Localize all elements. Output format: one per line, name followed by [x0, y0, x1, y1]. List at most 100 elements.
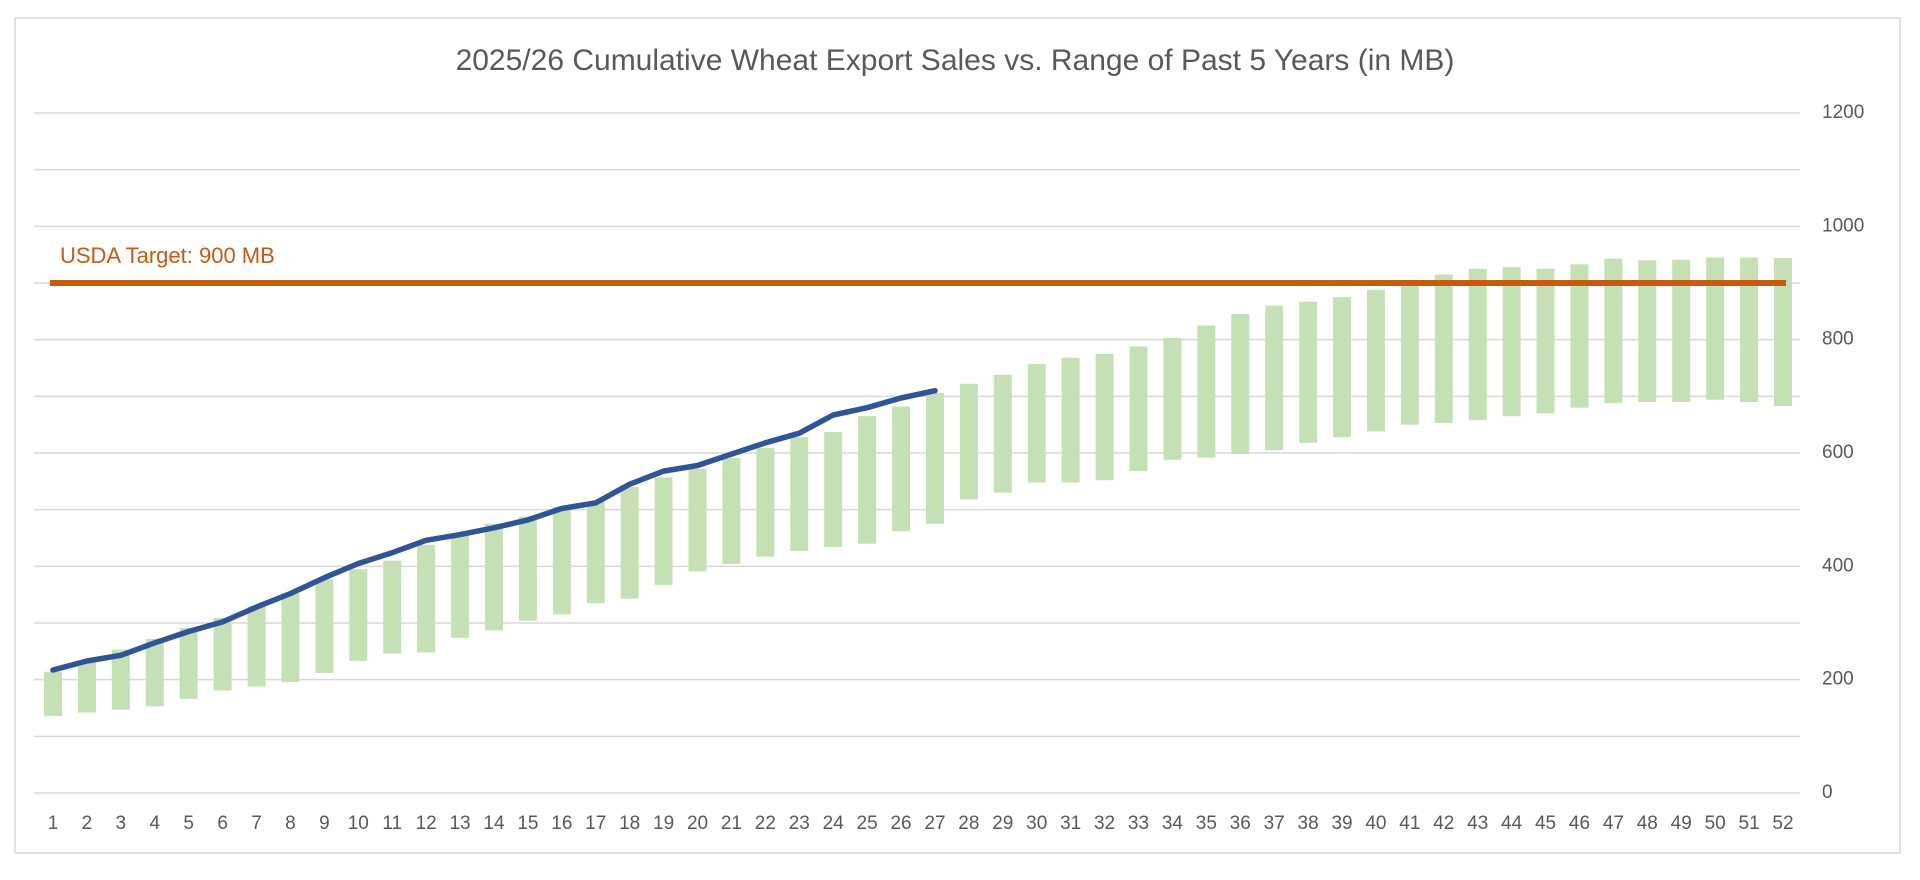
- range-bar: [1231, 314, 1250, 455]
- range-bar: [1502, 267, 1521, 417]
- x-tick-label: 19: [653, 813, 674, 834]
- range-bar: [993, 374, 1012, 493]
- x-tick-label: 5: [183, 813, 194, 834]
- range-bar: [417, 544, 436, 653]
- range-bar: [145, 638, 164, 707]
- range-bar: [1366, 289, 1385, 432]
- range-bar: [1638, 260, 1657, 402]
- chart-title: 2025/26 Cumulative Wheat Export Sales vs…: [456, 44, 1455, 77]
- range-bar: [1061, 357, 1080, 483]
- range-bar: [484, 523, 503, 631]
- x-tick-label: 13: [449, 813, 470, 834]
- x-tick-label: 34: [1162, 813, 1184, 834]
- x-tick-label: 25: [857, 813, 878, 834]
- range-bar: [111, 649, 130, 710]
- current-year-line: [50, 387, 938, 673]
- range-bar: [247, 606, 266, 687]
- x-tick-label: 40: [1365, 813, 1386, 834]
- range-bar: [1570, 264, 1589, 408]
- range-bar: [1129, 346, 1148, 472]
- x-tick-label: 6: [217, 813, 228, 834]
- x-tick-label: 7: [251, 813, 262, 834]
- range-bar: [858, 416, 877, 544]
- range-bar: [179, 628, 198, 699]
- x-tick-label: 16: [551, 813, 572, 834]
- x-tick-label: 8: [285, 813, 296, 834]
- range-bar: [77, 662, 96, 713]
- x-tick-label: 38: [1298, 813, 1319, 834]
- target-label: USDA Target: 900 MB: [60, 243, 275, 268]
- range-bar: [620, 487, 639, 599]
- range-bar: [1434, 274, 1453, 423]
- range-bar: [1536, 268, 1555, 414]
- x-tick-label: 50: [1705, 813, 1726, 834]
- x-tick-label: 22: [755, 813, 776, 834]
- x-tick-label: 20: [687, 813, 708, 834]
- x-tick-label: 41: [1399, 813, 1420, 834]
- x-tick-label: 17: [585, 813, 606, 834]
- range-bar: [213, 617, 232, 691]
- range-bar: [959, 383, 978, 500]
- x-tick-label: 36: [1230, 813, 1251, 834]
- range-bar: [315, 578, 334, 673]
- range-bar: [1197, 325, 1216, 458]
- range-bar: [552, 506, 571, 615]
- range-bar: [722, 458, 741, 565]
- range-bar: [383, 560, 402, 654]
- x-tick-label: 33: [1128, 813, 1149, 834]
- range-bar: [1706, 257, 1725, 400]
- x-tick-label: 23: [789, 813, 810, 834]
- y-tick-label: 800: [1822, 329, 1854, 350]
- x-tick-label: 42: [1433, 813, 1454, 834]
- range-bar: [1027, 364, 1046, 483]
- x-tick-label: 4: [149, 813, 160, 834]
- range-bar: [1265, 305, 1284, 451]
- y-tick-label: 600: [1822, 442, 1854, 463]
- x-tick-label: 21: [721, 813, 742, 834]
- x-tick-label: 3: [116, 813, 127, 834]
- range-bar: [1333, 297, 1352, 438]
- range-bar: [925, 392, 944, 524]
- y-tick-label: 200: [1822, 669, 1854, 690]
- x-tick-label: 14: [483, 813, 505, 834]
- x-tick-label: 28: [958, 813, 979, 834]
- x-tick-label: 24: [823, 813, 845, 834]
- x-tick-label: 30: [1026, 813, 1047, 834]
- x-tick-label: 43: [1467, 813, 1488, 834]
- x-tick-label: 12: [416, 813, 437, 834]
- x-tick-label: 48: [1637, 813, 1658, 834]
- x-tick-label: 32: [1094, 813, 1115, 834]
- range-bar: [586, 501, 605, 604]
- chart-border: [14, 17, 1901, 854]
- y-tick-label: 0: [1822, 782, 1833, 803]
- x-tick-label: 35: [1196, 813, 1217, 834]
- range-bar: [790, 437, 809, 552]
- x-tick-label: 18: [619, 813, 640, 834]
- range-bar: [1468, 268, 1487, 421]
- y-tick-label: 1000: [1822, 215, 1864, 236]
- range-bar: [1163, 337, 1182, 460]
- x-tick-label: 1: [48, 813, 59, 834]
- x-tick-label: 39: [1331, 813, 1352, 834]
- range-bar: [1774, 258, 1792, 406]
- x-tick-label: 2: [82, 813, 93, 834]
- x-tick-label: 47: [1603, 813, 1624, 834]
- range-bar: [1400, 284, 1419, 425]
- x-tick-label: 11: [382, 813, 402, 834]
- range-bar: [1672, 259, 1691, 402]
- y-tick-label: 1200: [1822, 102, 1864, 123]
- range-bar: [1299, 301, 1318, 443]
- range-bar: [1740, 257, 1759, 402]
- x-tick-label: 45: [1535, 813, 1556, 834]
- x-tick-label: 31: [1060, 813, 1081, 834]
- x-tick-label: 26: [890, 813, 911, 834]
- x-tick-label: 37: [1264, 813, 1285, 834]
- range-bar: [281, 593, 300, 682]
- x-tick-label: 52: [1772, 813, 1793, 834]
- range-bar: [756, 447, 775, 557]
- range-bar: [518, 516, 537, 621]
- x-tick-label: 15: [517, 813, 538, 834]
- range-bar: [44, 671, 62, 716]
- range-bar: [1095, 353, 1114, 481]
